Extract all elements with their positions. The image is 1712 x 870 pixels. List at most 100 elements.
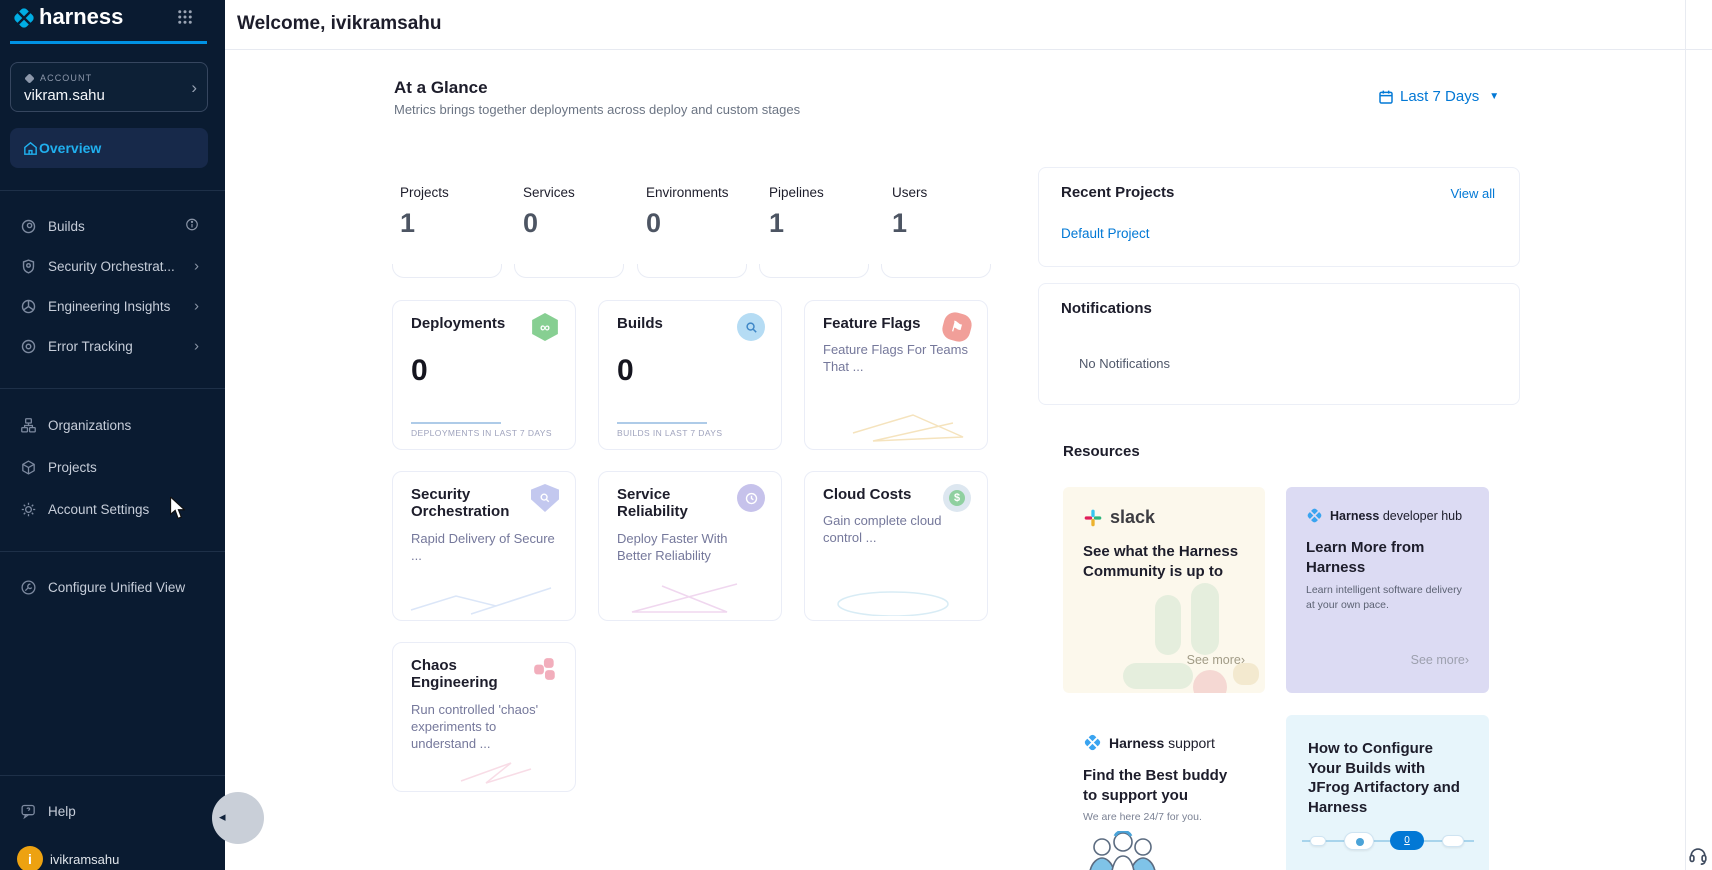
avatar[interactable]: i (17, 846, 43, 870)
pipeline-node (1442, 835, 1464, 847)
pipeline-line (1302, 840, 1474, 842)
stat-environments: Environments 0 (646, 185, 756, 239)
sidebar-item-label: Engineering Insights (48, 298, 171, 314)
service-reliability-card[interactable]: Service Reliability Deploy Faster With B… (598, 471, 782, 621)
stat-card-outline (514, 264, 624, 278)
divider (0, 775, 225, 776)
chevron-right-icon: › (1240, 653, 1245, 667)
pipeline-node (1310, 836, 1326, 846)
jfrog-resource-card[interactable]: How to Configure Your Builds with JFrog … (1286, 715, 1489, 870)
support-brand: Harness support (1083, 733, 1245, 752)
slack-watermark (1155, 595, 1181, 655)
chaos-engineering-card[interactable]: Chaos Engineering Run controlled 'chaos'… (392, 642, 576, 792)
service-reliability-icon (737, 484, 765, 512)
builds-card[interactable]: Builds 0 BUILDS IN LAST 7 DAYS (598, 300, 782, 450)
info-icon[interactable] (185, 218, 199, 235)
card-description: Gain complete cloud control ... (823, 513, 942, 546)
sidebar-collapse-handle[interactable]: ◂ (212, 792, 264, 844)
sidebar-item-builds[interactable]: Builds (0, 206, 225, 246)
support-headline: Find the Best buddy to support you (1083, 767, 1228, 804)
slack-watermark (1193, 670, 1227, 693)
app-grid-icon[interactable] (176, 8, 194, 26)
stat-value: 1 (769, 208, 785, 238)
sidebar-item-overview[interactable]: Overview (10, 128, 208, 168)
sidebar-item-label: Security Orchestrat... (48, 258, 175, 274)
notifications-card: Notifications No Notifications (1038, 283, 1520, 405)
chevron-left-icon: ◂ (219, 809, 226, 824)
deployments-count: 0 (411, 354, 428, 388)
stat-pipelines: Pipelines 1 (769, 185, 879, 239)
stat-card-outline (392, 264, 502, 278)
top-bar: Welcome, ivikramsahu (225, 0, 1712, 50)
sidebar-item-configure-unified-view[interactable]: Configure Unified View (0, 567, 225, 607)
resources-title: Resources (1063, 443, 1140, 460)
slack-watermark (1191, 583, 1219, 655)
cloud-costs-card[interactable]: Cloud Costs $ Gain complete cloud contro… (804, 471, 988, 621)
sidebar-item-error-tracking[interactable]: Error Tracking › (0, 326, 225, 366)
divider (0, 388, 225, 389)
recent-projects-title: Recent Projects (1061, 184, 1175, 201)
account-selector[interactable]: ACCOUNT vikram.sahu › (10, 62, 208, 112)
date-range-dropdown[interactable]: Last 7 Days ▼ (1378, 88, 1499, 105)
decorative-sparkline (631, 583, 738, 613)
content-right-border (1685, 0, 1686, 870)
sparkline (617, 422, 707, 424)
card-title: Service Reliability (617, 486, 688, 521)
view-all-link[interactable]: View all (1450, 186, 1495, 201)
sidebar-item-help[interactable]: Help (0, 791, 225, 831)
card-title: Deployments (411, 315, 506, 332)
slack-brand-text: slack (1110, 507, 1156, 527)
organizations-icon (21, 417, 36, 433)
page-title: Welcome, ivikramsahu (237, 13, 442, 34)
sidebar-item-account-settings[interactable]: Account Settings (0, 489, 225, 529)
sidebar-item-organizations[interactable]: Organizations (0, 405, 225, 445)
stat-label: Pipelines (769, 185, 824, 200)
slack-brand: slack (1083, 507, 1245, 528)
harness-logo-icon (1084, 734, 1101, 751)
card-description: Deploy Faster With Better Reliability (617, 530, 728, 563)
card-title: Chaos Engineering (411, 657, 498, 692)
deployments-card[interactable]: Deployments ∞ 0 DEPLOYMENTS IN LAST 7 DA… (392, 300, 576, 450)
security-orchestration-card[interactable]: Security Orchestration Rapid Delivery of… (392, 471, 576, 621)
mouse-cursor (170, 497, 185, 519)
slack-resource-card[interactable]: slack See what the Harness Community is … (1063, 487, 1265, 693)
stat-projects: Projects 1 (400, 185, 510, 239)
sidebar-item-projects[interactable]: Projects (0, 447, 225, 487)
devhub-see-more-link[interactable]: See more› (1410, 653, 1469, 667)
divider (0, 190, 225, 191)
project-link-default-project[interactable]: Default Project (1061, 226, 1150, 241)
harness-support-block[interactable]: Harness support Find the Best buddy to s… (1063, 715, 1265, 870)
slack-see-more-link[interactable]: See more› (1186, 653, 1245, 667)
stat-card-outline (759, 264, 869, 278)
chevron-right-icon: › (194, 257, 199, 275)
card-title: Security Orchestration (411, 486, 510, 521)
card-description: Rapid Delivery of Secure ... (411, 530, 555, 563)
chevron-right-icon: › (1464, 653, 1469, 667)
slack-headline: See what the Harness Community is up to (1083, 543, 1239, 580)
user-name[interactable]: ivikramsahu (50, 852, 120, 867)
help-bubble-icon (21, 804, 35, 819)
feature-flags-card[interactable]: Feature Flags ⚑ Feature Flags For Teams … (804, 300, 988, 450)
date-range-value: Last 7 Days (1400, 88, 1480, 105)
glance-subtitle: Metrics brings together deployments acro… (394, 102, 801, 117)
sparkline (411, 422, 501, 424)
devhub-brand: Harness developer hub (1306, 507, 1469, 524)
stat-label: Environments (646, 185, 729, 200)
chevron-right-icon: › (194, 337, 199, 355)
developer-hub-resource-card[interactable]: Harness developer hub Learn More from Ha… (1286, 487, 1489, 693)
devhub-headline: Learn More from Harness (1306, 539, 1425, 576)
support-brand-rest: support (1168, 734, 1215, 751)
stat-value: 1 (892, 208, 908, 238)
sidebar-item-engineering-insights[interactable]: Engineering Insights › (0, 286, 225, 326)
pipeline-node (1344, 832, 1374, 850)
builds-icon (737, 313, 765, 341)
sidebar-item-security-orchestration[interactable]: Security Orchestrat... › (0, 246, 225, 286)
card-caption: BUILDS IN LAST 7 DAYS (617, 428, 723, 438)
calendar-icon (1379, 90, 1393, 104)
devhub-brand-bold: Harness (1330, 508, 1380, 523)
slack-watermark (1123, 663, 1193, 689)
sidebar-item-label: Error Tracking (48, 338, 133, 354)
support-chat-icon[interactable] (1687, 844, 1709, 866)
divider (0, 551, 225, 552)
